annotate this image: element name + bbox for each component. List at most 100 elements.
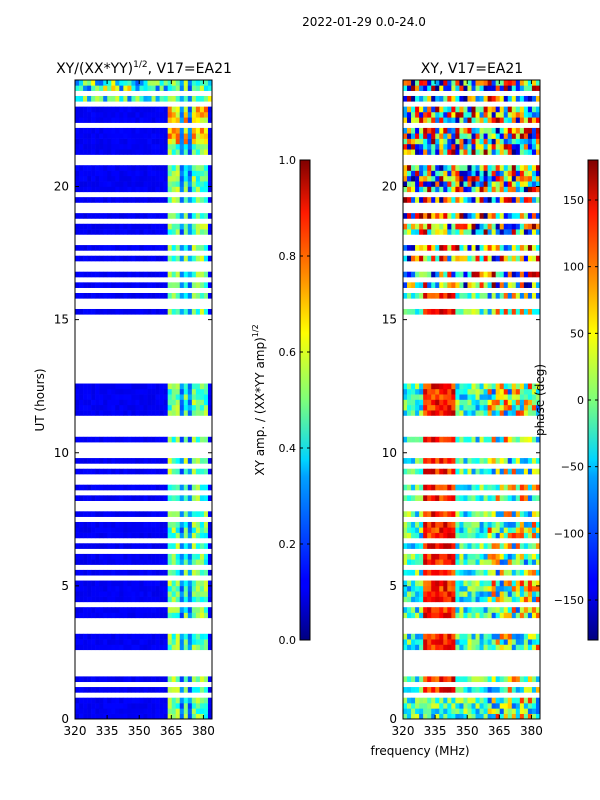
heatmap-cell [479, 687, 484, 693]
heatmap-cell [495, 399, 501, 406]
heatmap-cell [487, 197, 492, 203]
heatmap-cell [439, 676, 444, 683]
heatmap-cell [167, 245, 173, 251]
heatmap-cell [187, 591, 193, 597]
heatmap-cell [91, 165, 96, 171]
heatmap-cell [139, 633, 144, 640]
heatmap-cell [147, 708, 152, 714]
heatmap-cell [419, 607, 424, 613]
heatmap-cell [99, 213, 104, 219]
heatmap-cell [403, 697, 408, 704]
heatmap-cell [495, 687, 501, 693]
heatmap-cell [163, 580, 168, 587]
heatmap-cell [143, 138, 148, 145]
heatmap-cell [163, 383, 168, 390]
heatmap-cell [463, 383, 468, 390]
heatmap-cell [159, 495, 164, 501]
heatmap-cell [419, 106, 424, 113]
heatmap-cell [511, 143, 517, 150]
heatmap-cell [455, 713, 460, 720]
heatmap-cell [519, 484, 525, 491]
heatmap-cell [535, 687, 541, 693]
heatmap-cell [427, 186, 432, 193]
heatmap-cell [523, 468, 529, 475]
heatmap-cell [515, 607, 521, 613]
heatmap-cell [103, 170, 108, 177]
heatmap-cell [519, 543, 525, 549]
heatmap-cell [79, 410, 84, 416]
heatmap-cell [195, 697, 201, 704]
heatmap-cell [191, 404, 197, 411]
heatmap-cell [495, 165, 501, 171]
heatmap-cell [459, 245, 464, 251]
heatmap-cell [435, 399, 440, 406]
heatmap-cell [479, 383, 484, 390]
heatmap-cell [199, 383, 205, 390]
heatmap-cell [531, 527, 537, 533]
heatmap-cell [187, 585, 193, 592]
heatmap-cell [175, 197, 181, 203]
heatmap-cell [191, 186, 197, 193]
heatmap-cell [447, 687, 452, 693]
heatmap-cell [151, 80, 156, 86]
heatmap-cell [199, 687, 205, 693]
heatmap-cell [207, 133, 213, 139]
heatmap-cell [451, 175, 456, 182]
heatmap-cell [415, 138, 420, 145]
heatmap-cell [91, 149, 96, 155]
heatmap-cell [519, 213, 525, 219]
heatmap-cell [139, 527, 144, 533]
heatmap-cell [407, 165, 412, 171]
heatmap-cell [475, 245, 480, 251]
heatmap-cell [203, 559, 209, 565]
heatmap-cell [131, 223, 136, 230]
heatmap-cell [95, 383, 100, 390]
heatmap-cell [139, 596, 144, 603]
heatmap-cell [531, 394, 537, 400]
heatmap-cell [535, 111, 541, 118]
heatmap-cell [135, 532, 140, 539]
heatmap-cell [155, 271, 160, 278]
heatmap-cell [123, 143, 128, 150]
heatmap-cell [195, 111, 201, 118]
heatmap-cell [163, 585, 168, 592]
heatmap-cell [175, 484, 181, 491]
heatmap-cell [191, 308, 197, 315]
heatmap-cell [415, 596, 420, 603]
heatmap-cell [163, 245, 168, 251]
heatmap-cell [443, 308, 448, 315]
heatmap-cell [467, 117, 472, 123]
heatmap-cell [175, 170, 181, 177]
heatmap-cell [191, 213, 197, 219]
heatmap-cell [191, 676, 197, 683]
heatmap-cell [503, 181, 509, 187]
heatmap-cell [479, 143, 484, 150]
heatmap-cell [403, 591, 408, 597]
heatmap-cell [83, 399, 88, 406]
heatmap-cell [503, 282, 509, 288]
heatmap-cell [503, 644, 509, 651]
x-tick-label: 365 [488, 724, 511, 738]
heatmap-cell [515, 95, 521, 102]
heatmap-cell [87, 138, 92, 145]
heatmap-cell [439, 527, 444, 533]
heatmap-cell [207, 170, 213, 177]
heatmap-cell [179, 596, 185, 603]
heatmap-cell [491, 713, 496, 720]
heatmap-cell [515, 633, 521, 640]
heatmap-cell [195, 229, 201, 235]
heatmap-cell [535, 223, 541, 230]
heatmap-cell [131, 639, 136, 645]
y-tick-label: 0 [61, 712, 69, 726]
heatmap-cell [103, 676, 108, 683]
heatmap-cell [403, 676, 408, 683]
heatmap-cell [203, 165, 209, 171]
heatmap-cell [179, 399, 185, 406]
heatmap-cell [447, 223, 452, 230]
heatmap-cell [187, 484, 193, 491]
heatmap-cell [187, 308, 193, 315]
heatmap-cell [515, 394, 521, 400]
heatmap-cell [95, 80, 100, 86]
heatmap-cell [451, 186, 456, 193]
heatmap-cell [91, 388, 96, 395]
